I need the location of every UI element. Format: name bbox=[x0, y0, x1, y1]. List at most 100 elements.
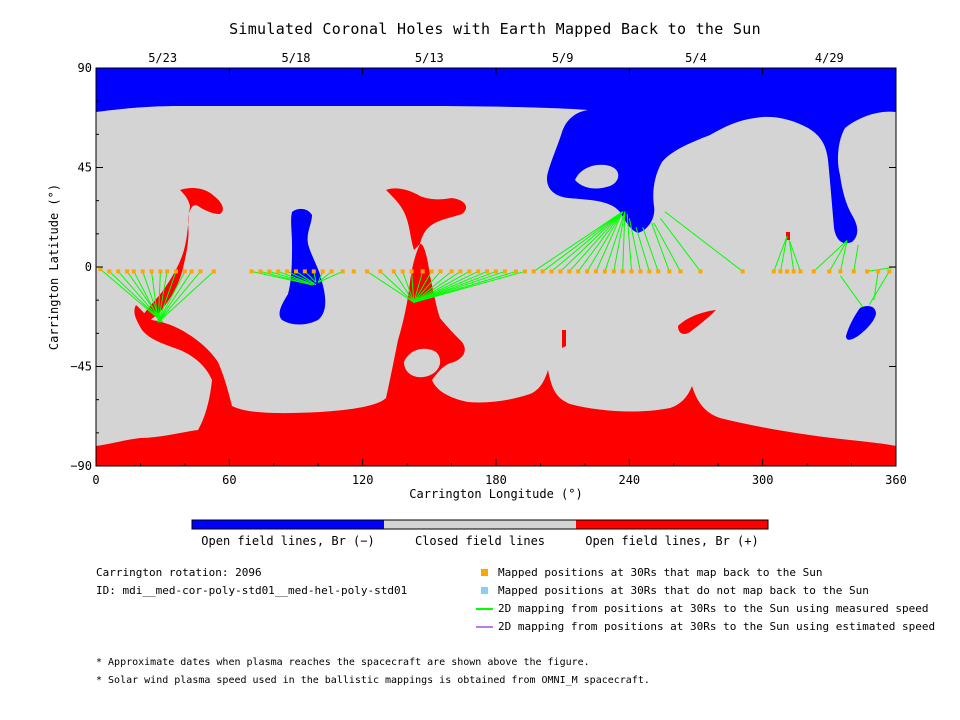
mapping-line bbox=[286, 270, 317, 286]
mapping-line bbox=[411, 271, 415, 303]
mapping-line bbox=[413, 271, 432, 303]
mapping-line bbox=[560, 211, 624, 272]
mapping-line bbox=[157, 271, 215, 323]
date-tick-label: 5/23 bbox=[148, 51, 177, 65]
mapped-point bbox=[740, 269, 745, 274]
negative-coronal-hole-345 bbox=[846, 306, 876, 340]
mapping-line bbox=[366, 271, 415, 303]
mapping-line bbox=[867, 266, 896, 272]
mapped-point bbox=[378, 269, 383, 274]
mapping-line bbox=[260, 270, 312, 286]
mapped-point bbox=[351, 269, 356, 274]
date-tick-label: 5/4 bbox=[685, 51, 707, 65]
mapped-point bbox=[791, 269, 796, 274]
date-tick-label: 5/13 bbox=[415, 51, 444, 65]
mapped-point bbox=[131, 269, 136, 274]
mapping-line bbox=[664, 211, 743, 272]
mapping-line bbox=[117, 271, 164, 323]
mapped-point bbox=[116, 269, 121, 274]
mapping-line bbox=[318, 270, 343, 283]
y-tick-label: 0 bbox=[85, 260, 92, 274]
x-tick-label: 180 bbox=[485, 473, 507, 487]
mapping-line bbox=[269, 270, 314, 286]
mapping-line bbox=[151, 271, 159, 323]
legend-label: Mapped positions at 30Rs that do not map… bbox=[498, 584, 869, 597]
south-polar-hole bbox=[96, 243, 896, 466]
mapped-point bbox=[320, 269, 325, 274]
axis-ticks bbox=[95, 67, 897, 467]
mapping-line bbox=[853, 244, 859, 272]
mapped-point bbox=[125, 269, 130, 274]
mapping-line bbox=[157, 271, 192, 323]
date-tick-label: 5/9 bbox=[552, 51, 574, 65]
mapping-line bbox=[157, 271, 186, 323]
mapping-line bbox=[100, 268, 163, 323]
green-line-icon bbox=[476, 608, 493, 610]
mapped-point bbox=[838, 269, 843, 274]
carrington-rotation: Carrington rotation: 2096 bbox=[96, 566, 262, 579]
mapping-line bbox=[788, 240, 801, 272]
mapped-point bbox=[98, 267, 103, 272]
x-tick-label: 0 bbox=[92, 473, 99, 487]
mapping-line bbox=[626, 213, 633, 272]
mapping-line bbox=[779, 235, 788, 272]
footnote-dates: * Approximate dates when plasma reaches … bbox=[96, 657, 590, 668]
purple-line-icon bbox=[476, 626, 493, 628]
positive-coronal-hole-140 bbox=[386, 188, 467, 250]
y-tick-label: 45 bbox=[78, 161, 92, 175]
mapped-point bbox=[494, 269, 498, 274]
orange-square-icon bbox=[481, 569, 488, 576]
legend-label: 2D mapping from positions at 30Rs to the… bbox=[498, 620, 936, 633]
colorbar-negative bbox=[192, 520, 384, 529]
mapped-point bbox=[549, 269, 554, 274]
mapping-line bbox=[651, 222, 670, 272]
mapped-point bbox=[449, 269, 454, 274]
coronal-hole-map bbox=[96, 68, 896, 466]
mapping-line bbox=[839, 240, 848, 272]
mapped-point bbox=[458, 269, 463, 274]
mapping-line bbox=[828, 240, 848, 272]
mapped-point bbox=[647, 269, 652, 274]
mapping-line bbox=[413, 271, 452, 303]
mapped-point bbox=[851, 269, 856, 274]
mapping-line bbox=[840, 275, 864, 308]
mapped-point bbox=[267, 269, 272, 274]
mapping-line bbox=[813, 240, 848, 272]
mapping-line bbox=[642, 227, 659, 272]
mapping-line bbox=[413, 270, 506, 303]
mapped-point bbox=[211, 269, 216, 274]
mapping-line bbox=[413, 271, 424, 303]
mapped-point bbox=[311, 269, 316, 274]
mapped-point bbox=[514, 269, 518, 274]
mapping-line bbox=[622, 211, 626, 272]
mapped-point bbox=[420, 269, 425, 274]
positive-coronal-hole-210 bbox=[562, 330, 566, 348]
measured-speed-mapping-lines bbox=[100, 211, 896, 323]
mapped-point bbox=[249, 269, 254, 274]
mapping-line bbox=[604, 211, 626, 272]
mapped-point bbox=[602, 269, 607, 274]
mapped-point bbox=[798, 269, 803, 274]
colorbar bbox=[191, 519, 769, 530]
mapping-line bbox=[868, 271, 890, 305]
mapping-line bbox=[413, 270, 470, 303]
mapped-point bbox=[778, 269, 783, 274]
footnote-speed: * Solar wind plasma speed used in the ba… bbox=[96, 675, 650, 686]
mapped-point bbox=[811, 269, 816, 274]
colorbar-positive bbox=[576, 520, 768, 529]
mapping-line bbox=[295, 271, 317, 286]
mapped-point bbox=[876, 269, 881, 274]
mapped-point bbox=[198, 269, 203, 274]
mapped-point bbox=[785, 269, 790, 274]
colorbar-label-positive: Open field lines, Br (+) bbox=[585, 534, 759, 548]
mapped-point bbox=[429, 269, 434, 274]
mapping-line bbox=[413, 271, 461, 303]
mapping-line bbox=[108, 271, 164, 323]
y-tick-label: −90 bbox=[70, 459, 92, 473]
mapped-point bbox=[467, 269, 472, 274]
mapped-point bbox=[149, 269, 154, 274]
mapped-point bbox=[887, 269, 892, 274]
mapping-line bbox=[413, 271, 441, 303]
axis-tick-labels: 0 60 120 180 240 300 360 90 45 0 −45 −90 5/23 5/18 5/1… bbox=[70, 51, 907, 487]
mapped-point bbox=[502, 269, 507, 274]
